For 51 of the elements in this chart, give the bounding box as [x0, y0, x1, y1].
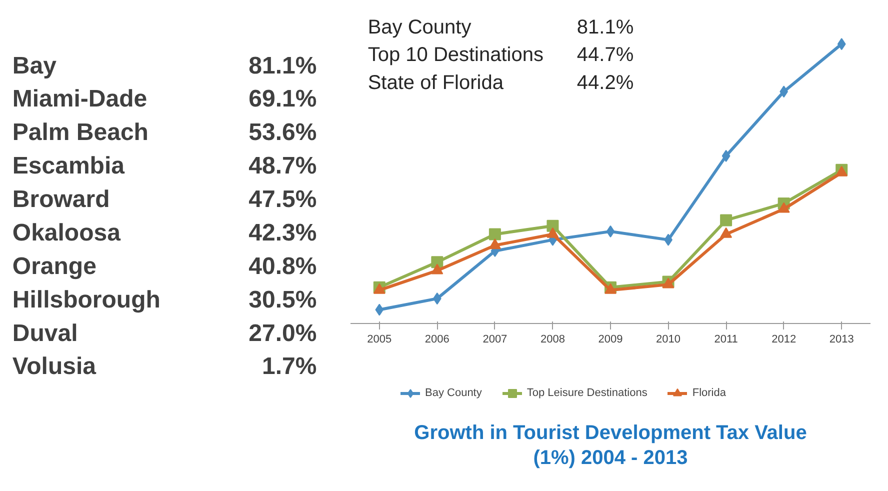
- x-tick-label: 2006: [424, 334, 450, 346]
- point: [606, 225, 615, 238]
- text: 40.8%: [248, 252, 317, 280]
- x-tick-label: 2007: [482, 334, 508, 346]
- x-tick-label: 2013: [829, 334, 854, 346]
- annotation: Top 10 Destinations: [368, 44, 544, 66]
- category-label: Duval: [12, 320, 78, 347]
- text: 27.0%: [248, 320, 317, 347]
- legend-label: Top Leisure Destinations: [526, 387, 648, 399]
- point: [488, 238, 501, 250]
- point: [546, 220, 559, 232]
- x-tick-label: 2010: [656, 334, 681, 346]
- annotation: 44.2%: [576, 72, 634, 94]
- legend-label: Florida: [692, 387, 726, 399]
- category-label: Miami-Dade: [12, 86, 148, 113]
- category-label: Volusia: [12, 353, 97, 380]
- annotation: 44.7%: [576, 44, 634, 66]
- category-label: Okaloosa: [12, 219, 122, 246]
- point: [431, 264, 444, 274]
- point: [488, 228, 501, 240]
- x-tick-label: 2011: [714, 334, 738, 346]
- text: 47.5%: [248, 186, 317, 214]
- x-tick-label: 2009: [598, 334, 623, 346]
- category-label: Broward: [12, 186, 110, 214]
- annotation: State of Florida: [368, 72, 504, 94]
- text: 42.3%: [248, 219, 317, 246]
- point: [375, 304, 384, 316]
- legend-label: Bay County: [425, 387, 482, 399]
- point: [546, 227, 559, 238]
- text: 30.5%: [248, 286, 317, 314]
- x-tick-label: 2012: [772, 334, 796, 346]
- point: [722, 150, 730, 162]
- x-tick-label: 2008: [540, 334, 565, 346]
- category-label: Escambia: [12, 152, 126, 180]
- text: 81.1%: [248, 52, 317, 80]
- category-label: Bay: [12, 52, 58, 80]
- category-label: Palm Beach: [12, 119, 148, 146]
- category-label: Orange: [12, 252, 96, 280]
- category-label: Hillsborough: [12, 286, 160, 314]
- point: [720, 214, 732, 226]
- point: [778, 202, 790, 213]
- text: 48.7%: [248, 152, 317, 180]
- x-tick-label: 2005: [367, 334, 392, 346]
- text: 53.6%: [248, 119, 317, 146]
- text: 1.7%: [262, 353, 317, 380]
- text: 69.1%: [248, 86, 317, 113]
- text: Growth in Tourist Development Tax Value (1%) 2004 - 2013: [414, 422, 807, 469]
- point: [720, 227, 732, 238]
- text: Bay County: [368, 16, 472, 38]
- text: 81.1%: [576, 16, 634, 38]
- point: [837, 38, 846, 50]
